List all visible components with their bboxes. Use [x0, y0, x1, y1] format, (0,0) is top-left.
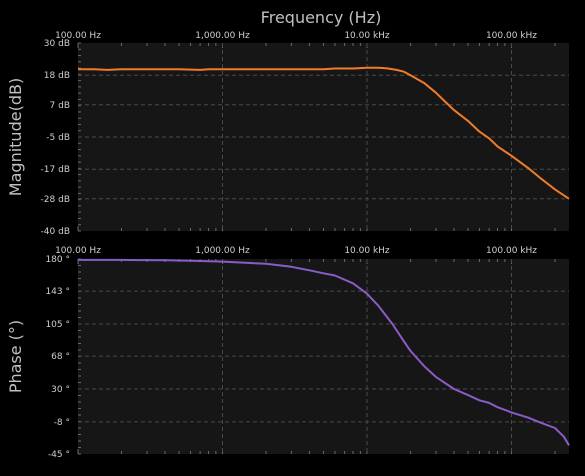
phase-x-tick-label: 1,000.00 Hz: [195, 246, 250, 256]
magnitude-y-tick-label: -28 dB: [41, 195, 70, 205]
phase-y-tick-label: 30 °: [51, 385, 70, 395]
phase-x-tick-label: 100.00 Hz: [55, 246, 101, 256]
phase-y-tick-label: 143 °: [45, 287, 70, 297]
magnitude-x-tick-label: 10.00 kHz: [344, 31, 390, 41]
phase-y-tick-label: 180 °: [45, 255, 70, 265]
phase-x-tick-label: 10.00 kHz: [344, 246, 390, 256]
magnitude-y-tick-label: 7 dB: [50, 101, 70, 111]
magnitude-y-tick-label: 18 dB: [44, 71, 70, 81]
phase-y-tick-label: 105 °: [45, 320, 70, 330]
magnitude-panel: 30 dB 18 dB 7 dB -5 dB -17 dB -28 dB -40 dB 100…: [6, 31, 570, 237]
magnitude-x-tick-label: 1,000.00 Hz: [195, 31, 250, 41]
phase-y-tick-label: 68 °: [51, 352, 70, 362]
magnitude-axis-title: Magnitude(dB): [6, 78, 25, 196]
magnitude-y-tick-label: -5 dB: [46, 133, 70, 143]
phase-y-tick-label: -45 °: [48, 450, 70, 460]
phase-series-line: [78, 258, 570, 446]
magnitude-y-tick-label: 30 dB: [44, 39, 70, 49]
phase-panel: 180 ° 143 ° 105 ° 68 ° 30 ° -8 ° -45 ° 100.00 H…: [6, 246, 570, 460]
magnitude-x-tick-label: 100.00 kHz: [486, 31, 537, 41]
phase-x-tick-label: 100.00 kHz: [486, 246, 537, 256]
phase-y-tick-label: -8 °: [54, 418, 70, 428]
chart-title: Frequency (Hz): [261, 8, 382, 27]
phase-axis-title: Phase (°): [6, 320, 25, 393]
magnitude-y-tick-label: -17 dB: [41, 165, 70, 175]
magnitude-x-tick-label: 100.00 Hz: [55, 31, 101, 41]
magnitude-series-line: [78, 66, 570, 200]
magnitude-y-tick-label: -40 dB: [41, 227, 70, 237]
